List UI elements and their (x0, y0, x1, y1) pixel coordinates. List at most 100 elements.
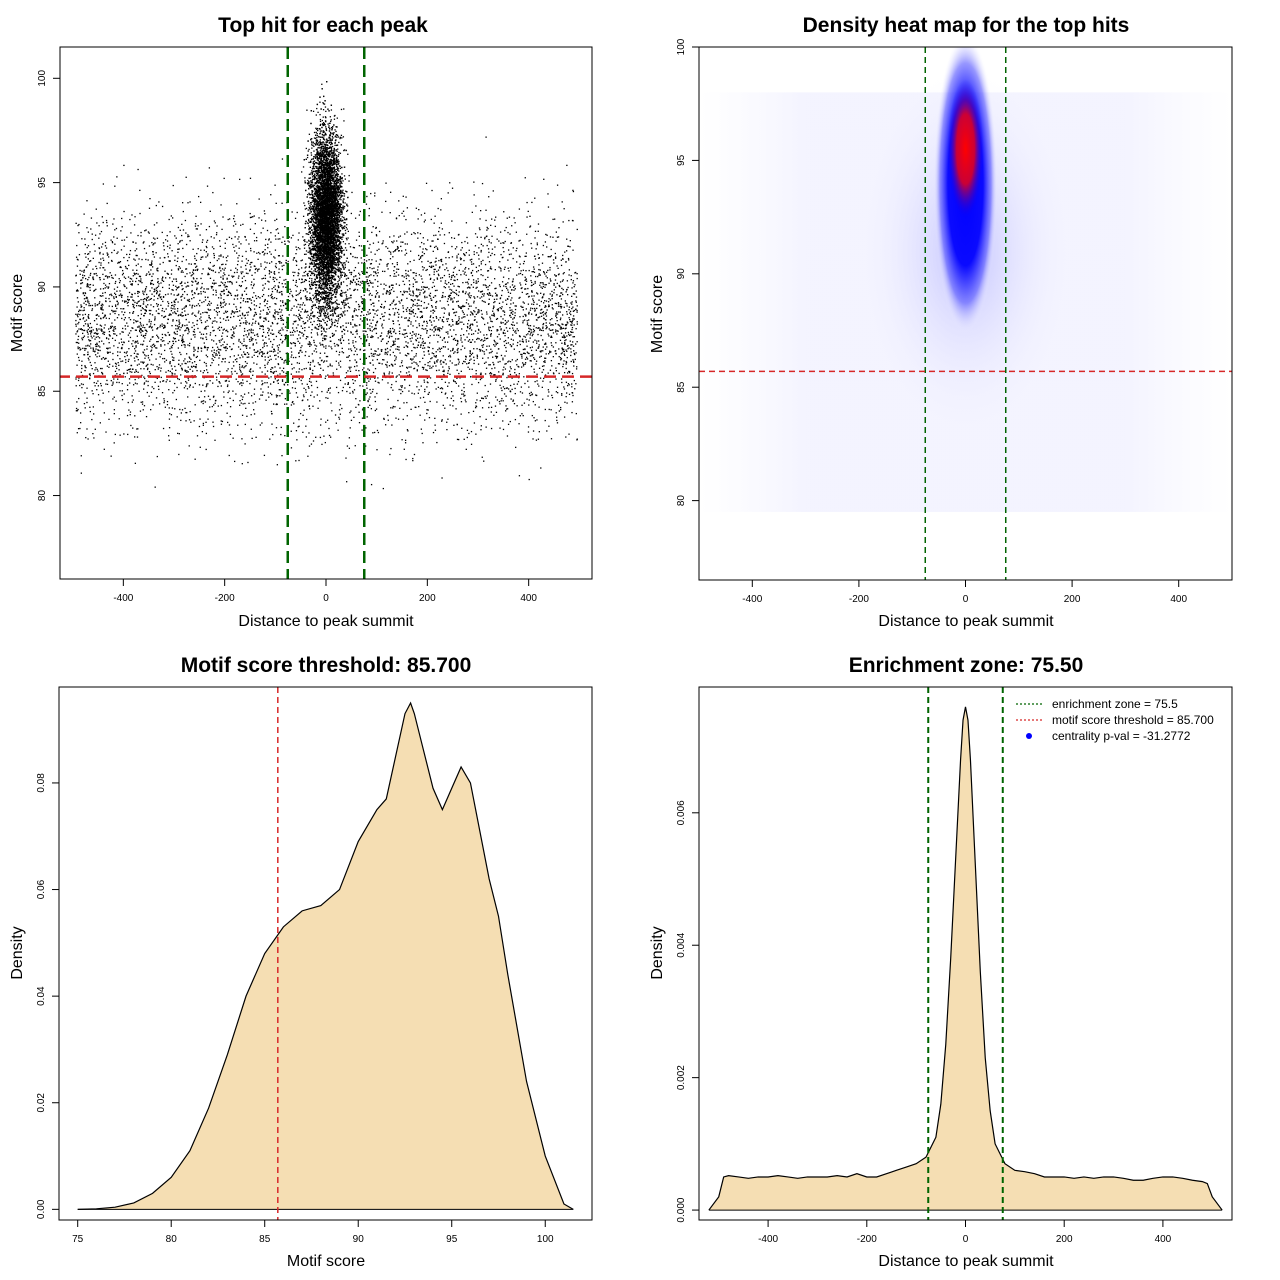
scatter-point (326, 355, 329, 358)
scatter-point (144, 308, 146, 311)
scatter-point (153, 295, 155, 297)
scatter-point (360, 257, 362, 259)
scatter-point (407, 325, 409, 327)
scatter-point (443, 242, 446, 245)
scatter-point (417, 392, 419, 394)
scatter-point (237, 238, 239, 240)
scatter-point (453, 291, 455, 294)
scatter-point (235, 267, 237, 269)
scatter-point (212, 289, 215, 291)
scatter-point (159, 381, 161, 383)
scatter-point (220, 345, 222, 347)
scatter-point (566, 280, 569, 282)
scatter-point (277, 363, 279, 365)
scatter-point (422, 237, 424, 239)
scatter-point (518, 475, 521, 477)
scatter-point (424, 419, 426, 421)
scatter-point (78, 253, 81, 256)
scatter-point (526, 351, 529, 353)
scatter-point (463, 313, 465, 315)
scatter-point (437, 327, 439, 329)
scatter-point (194, 269, 197, 271)
scatter-point (385, 292, 388, 294)
scatter-point (235, 306, 237, 308)
scatter-point (268, 262, 271, 264)
scatter-point (432, 431, 435, 434)
scatter-point (355, 275, 357, 277)
scatter-point (316, 301, 318, 303)
scatter-point (308, 283, 311, 286)
scatter-point (78, 223, 80, 226)
scatter-point (294, 387, 296, 390)
scatter-point (272, 333, 275, 335)
scatter-point (484, 301, 486, 303)
scatter-point (143, 388, 145, 390)
scatter-point (114, 282, 116, 285)
scatter-point (363, 298, 365, 300)
scatter-point (368, 398, 370, 400)
scatter-point (470, 272, 473, 274)
scatter-point (551, 323, 553, 326)
scatter-point (111, 309, 113, 312)
scatter-point (205, 245, 207, 248)
scatter-point (421, 342, 423, 344)
scatter-point (156, 291, 159, 293)
scatter-point (194, 223, 197, 225)
scatter-point (437, 238, 439, 240)
scatter-point (509, 370, 511, 372)
scatter-point (134, 342, 136, 344)
scatter-point (388, 365, 391, 367)
scatter-point (488, 294, 490, 296)
scatter-point (376, 314, 378, 316)
scatter-point (348, 447, 351, 449)
scatter-point (145, 229, 147, 231)
scatter-point (147, 367, 149, 369)
scatter-point (308, 355, 310, 358)
scatter-point (131, 293, 133, 295)
scatter-point (128, 368, 131, 371)
scatter-point (427, 336, 430, 339)
scatter-point (233, 271, 236, 274)
scatter-point (382, 293, 384, 295)
scatter-point (393, 270, 395, 272)
scatter-point (434, 329, 436, 331)
scatter-point (352, 255, 354, 258)
scatter-point (461, 362, 464, 365)
scatter-point (545, 305, 547, 308)
scatter-point (487, 227, 489, 230)
scatter-point (177, 314, 179, 317)
scatter-point (378, 300, 380, 302)
scatter-point (95, 382, 98, 384)
scatter-point (488, 402, 491, 404)
scatter-point (510, 303, 512, 305)
scatter-point (523, 376, 525, 378)
scatter-point (390, 332, 392, 335)
scatter-point (185, 268, 187, 270)
scatter-point (525, 280, 528, 282)
scatter-point (187, 236, 189, 238)
scatter-point (449, 329, 451, 331)
scatter-point (215, 291, 217, 293)
scatter-point (119, 434, 121, 436)
scatter-point (549, 351, 551, 354)
scatter-point (302, 302, 305, 304)
scatter-point (252, 370, 254, 372)
scatter-point (502, 372, 504, 375)
scatter-point (109, 351, 111, 353)
scatter-point (132, 280, 134, 282)
scatter-point (96, 368, 98, 371)
scatter-point (188, 331, 190, 333)
scatter-point (277, 238, 279, 240)
scatter-point (567, 383, 570, 385)
scatter-point (85, 303, 87, 306)
scatter-point (489, 267, 492, 270)
scatter-point (443, 234, 446, 236)
scatter-point (200, 256, 203, 258)
scatter-point (76, 306, 78, 308)
scatter-point (504, 355, 506, 357)
scatter-point (218, 271, 220, 274)
scatter-point (433, 334, 435, 336)
scatter-point (149, 340, 151, 342)
scatter-point (323, 309, 325, 311)
scatter-point (335, 308, 337, 310)
